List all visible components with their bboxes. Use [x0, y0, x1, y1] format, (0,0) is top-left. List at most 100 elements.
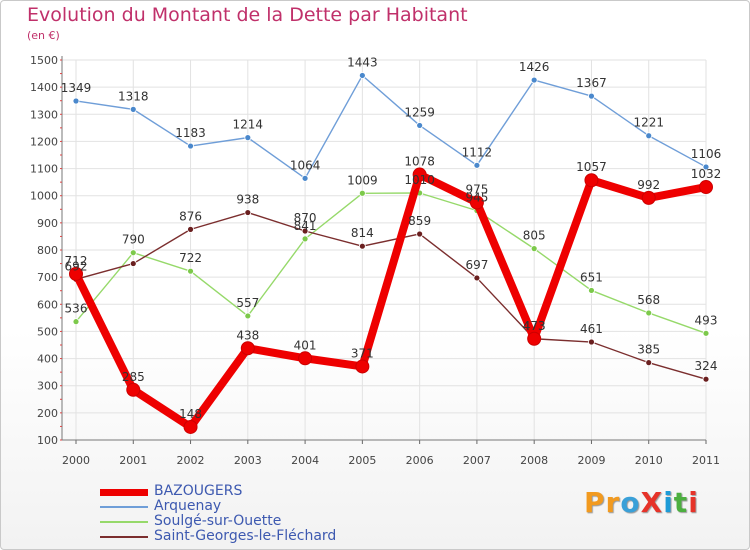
data-label: 1106: [691, 147, 722, 161]
data-point: [473, 161, 481, 169]
y-tick-label: 1400: [30, 81, 58, 94]
data-point: [641, 190, 656, 205]
data-label: 1221: [633, 116, 664, 130]
data-label: 790: [122, 233, 145, 247]
legend-swatch: [100, 506, 148, 508]
y-tick-label: 800: [37, 244, 58, 257]
data-label: 722: [179, 251, 202, 265]
y-tick-label: 100: [37, 434, 58, 447]
data-point: [527, 331, 542, 346]
x-tick-label: 2002: [177, 454, 205, 467]
data-point: [244, 312, 252, 320]
data-point: [183, 419, 198, 434]
data-point: [702, 329, 710, 337]
y-tick-label: 1100: [30, 163, 58, 176]
data-label: 651: [580, 270, 603, 284]
series-line-soulg-sur-ouette: [75, 192, 707, 335]
data-point: [72, 97, 80, 105]
data-label: 1426: [519, 60, 550, 74]
data-label: 401: [294, 338, 317, 352]
x-tick-label: 2004: [291, 454, 319, 467]
data-point: [702, 163, 710, 171]
data-label: 285: [122, 370, 145, 384]
y-tick-label: 1200: [30, 135, 58, 148]
data-label: 692: [65, 259, 88, 273]
y-tick-label: 300: [37, 380, 58, 393]
proxiti-logo: ProXiti: [584, 486, 699, 519]
data-label: 324: [695, 359, 718, 373]
x-tick-label: 2008: [520, 454, 548, 467]
data-label: 1078: [404, 155, 435, 169]
data-label: 975: [465, 183, 488, 197]
data-point: [244, 134, 252, 142]
x-tick-label: 2007: [463, 454, 491, 467]
data-label: 1009: [347, 173, 378, 187]
data-label: 1214: [233, 118, 264, 132]
data-point: [645, 309, 653, 317]
y-tick-label: 500: [37, 325, 58, 338]
data-point: [473, 274, 481, 282]
data-point: [588, 92, 595, 100]
logo-letter: X: [640, 486, 664, 519]
data-label: 841: [294, 219, 317, 233]
data-label: 1259: [404, 105, 435, 119]
logo-letter: r: [605, 486, 621, 519]
x-tick-label: 2006: [406, 454, 434, 467]
x-tick-label: 2000: [62, 454, 90, 467]
y-tick-label: 600: [37, 298, 58, 311]
data-point: [645, 359, 653, 367]
data-point: [72, 318, 80, 326]
data-point: [187, 267, 194, 275]
series-line-arquenay: [75, 74, 707, 180]
data-label: 876: [179, 209, 202, 223]
data-label: 371: [351, 346, 374, 360]
data-point: [358, 189, 366, 197]
data-point: [244, 209, 252, 216]
series-line-saint-georges-le-fl-chard: [75, 211, 707, 380]
data-point: [530, 245, 538, 253]
x-tick-label: 2003: [234, 454, 262, 467]
logo-letter: i: [688, 486, 699, 519]
x-tick-label: 2011: [692, 454, 720, 467]
data-label: 1318: [118, 89, 149, 103]
legend-label: Soulgé-sur-Ouette: [154, 513, 282, 529]
data-point: [699, 180, 713, 195]
x-tick-label: 2010: [635, 454, 663, 467]
data-label: 473: [523, 319, 546, 333]
data-label: 1443: [347, 55, 378, 69]
data-label: 1010: [404, 173, 435, 187]
data-point: [645, 132, 653, 140]
y-tick-label: 700: [37, 271, 58, 284]
x-tick-label: 2009: [577, 454, 605, 467]
y-tick-label: 900: [37, 217, 58, 230]
data-label: 992: [637, 178, 660, 192]
data-point: [240, 341, 255, 356]
data-point: [358, 242, 366, 250]
data-point: [588, 338, 595, 346]
data-point: [588, 287, 595, 294]
data-point: [129, 260, 137, 267]
data-label: 938: [236, 193, 259, 207]
legend-label: Arquenay: [154, 498, 222, 514]
legend-swatch: [100, 489, 148, 496]
legend-label: Saint-Georges-le-Fléchard: [154, 528, 337, 544]
data-label: 148: [179, 407, 202, 421]
data-label: 493: [695, 313, 718, 327]
legend-swatch: [100, 521, 148, 523]
logo-letter: o: [620, 486, 641, 519]
data-label: 945: [465, 191, 488, 205]
data-point: [187, 225, 194, 233]
data-label: 473: [523, 319, 546, 333]
data-point: [412, 167, 427, 182]
data-label: 1367: [576, 76, 607, 90]
data-label: 557: [236, 296, 259, 310]
logo-letter: P: [584, 486, 606, 519]
data-point: [702, 375, 710, 383]
data-label: 385: [637, 343, 660, 357]
data-point: [126, 382, 141, 397]
data-label: 1064: [290, 158, 321, 172]
chart-title: Evolution du Montant de la Dette par Hab…: [27, 4, 468, 26]
data-point: [416, 122, 424, 129]
y-tick-label: 400: [37, 353, 58, 366]
